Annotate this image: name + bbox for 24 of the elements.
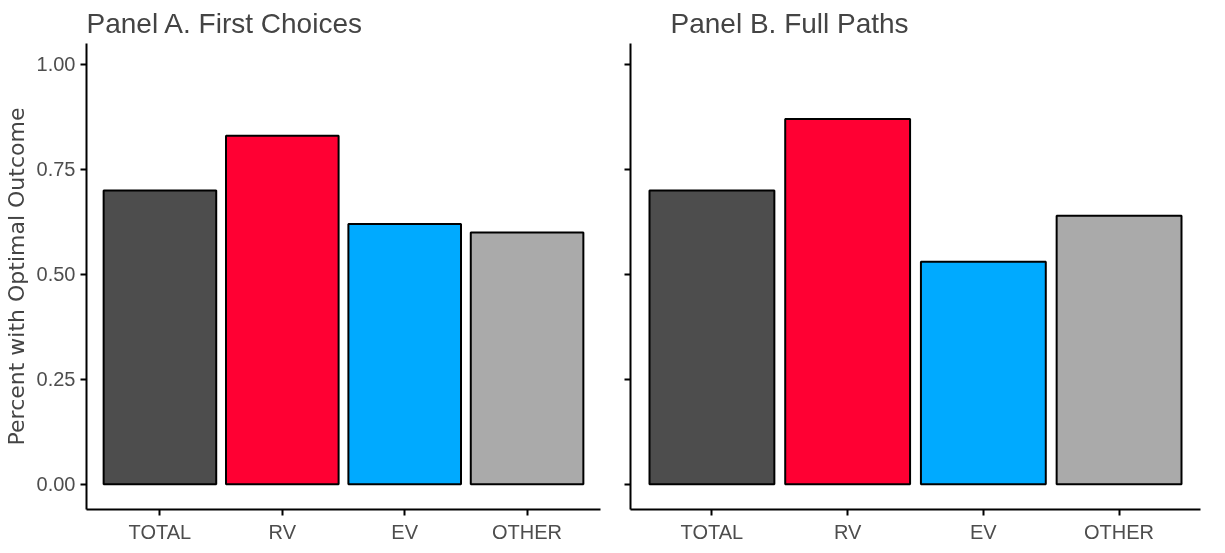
y-axis-title: Percent with Optimal Outcome <box>3 107 29 446</box>
x-tick-label: OTHER <box>1084 520 1155 543</box>
bar <box>102 189 218 486</box>
bar <box>919 260 1047 486</box>
y-tick-label: 0.50 <box>36 263 76 286</box>
y-tick-label: 1.00 <box>36 53 76 76</box>
bar <box>784 118 912 486</box>
chart-title: Panel A. First Choices <box>86 7 362 39</box>
bar <box>648 189 776 486</box>
bar <box>1055 214 1183 486</box>
chart-title: Panel B. Full Paths <box>670 7 909 39</box>
bar <box>225 134 340 486</box>
bar <box>469 231 585 486</box>
x-tick-label: EV <box>391 520 419 543</box>
x-tick-label: OTHER <box>492 520 563 543</box>
bar <box>347 223 462 486</box>
y-tick-label: 0.00 <box>36 473 76 496</box>
x-tick-label: EV <box>970 520 998 543</box>
y-tick-label: 0.75 <box>36 158 76 181</box>
x-tick-label: TOTAL <box>128 520 192 543</box>
y-tick-label: 0.25 <box>36 368 76 391</box>
x-tick-label: TOTAL <box>680 520 744 543</box>
x-tick-label: RV <box>833 520 863 543</box>
x-tick-label: RV <box>268 520 297 543</box>
